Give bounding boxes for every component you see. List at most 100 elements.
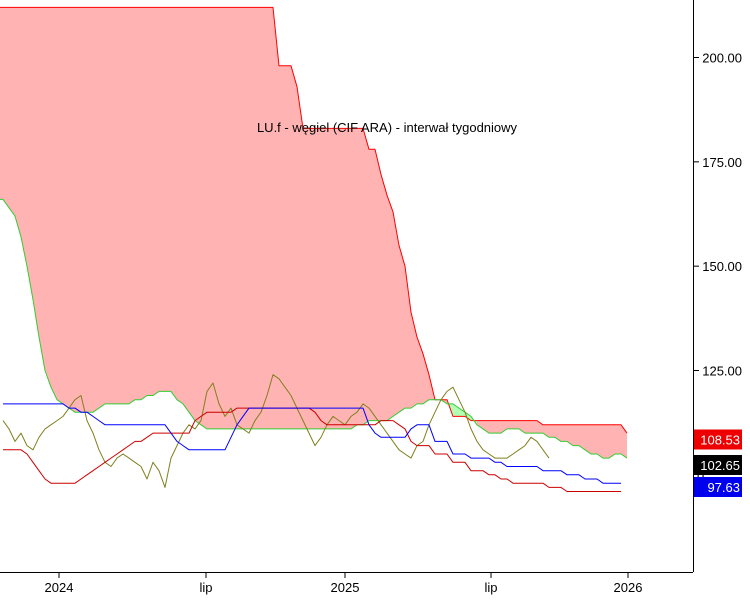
ichimoku-cloud — [0, 7, 627, 459]
cloud-segment — [81, 7, 87, 413]
cloud-segment — [477, 420, 483, 429]
cloud-segment — [621, 424, 627, 459]
cloud-segment — [327, 128, 333, 429]
y-tick-label-partial: 0 — [697, 469, 704, 484]
x-tick-label: lip — [484, 580, 497, 595]
cloud-segment — [219, 7, 225, 429]
cloud-segment — [255, 7, 261, 429]
cloud-segment — [363, 128, 369, 425]
cloud-segment — [207, 7, 213, 429]
cloud-segment — [123, 7, 129, 404]
cloud-segment — [345, 128, 351, 429]
y-tick-label: 200.00 — [702, 51, 742, 66]
value-labels: 108.53 102.65 97.63 — [694, 429, 742, 497]
cloud-segment — [267, 7, 273, 429]
cloud-segment — [375, 149, 381, 421]
cloud-segment — [105, 7, 111, 404]
cloud-segment — [525, 420, 531, 434]
cloud-segment — [609, 424, 615, 459]
cloud-segment — [513, 420, 519, 429]
cloud-segment — [93, 7, 99, 413]
cloud-segment — [291, 65, 297, 429]
cloud-segment — [459, 408, 465, 417]
cloud-segment — [489, 420, 495, 434]
cloud-segment — [357, 128, 363, 425]
cloud-segment — [309, 128, 315, 429]
cloud-segment — [69, 7, 75, 413]
cloud-segment — [615, 424, 621, 454]
y-tick-label: 125.00 — [702, 364, 742, 379]
cloud-segment — [87, 7, 93, 413]
cloud-segment — [585, 424, 591, 454]
cloud-segment — [201, 7, 207, 429]
cloud-segment — [0, 7, 3, 200]
cloud-segment — [153, 7, 159, 396]
cloud-segment — [465, 412, 471, 421]
cloud-segment — [417, 337, 423, 404]
x-tick-label: 2026 — [614, 580, 643, 595]
x-tick-label: 2024 — [45, 580, 74, 595]
cloud-segment — [3, 7, 9, 208]
cloud-segment — [573, 424, 579, 446]
cloud-segment — [279, 65, 285, 429]
cloud-segment — [147, 7, 153, 396]
cloud-segment — [51, 7, 57, 400]
cloud-segment — [243, 7, 249, 429]
senkou-span-b-line — [0, 6, 628, 434]
cloud-segment — [393, 211, 399, 417]
cloud-segment — [411, 312, 417, 409]
cloud-segment — [225, 7, 231, 429]
cloud-segment — [177, 7, 183, 404]
cloud-segment — [597, 424, 603, 459]
cloud-segment — [285, 65, 291, 429]
cloud-segment — [213, 7, 219, 429]
cloud-segment — [135, 7, 141, 400]
cloud-segment — [495, 420, 501, 434]
cloud-segment — [351, 128, 357, 429]
cloud-segment — [111, 7, 117, 404]
cloud-segment — [39, 7, 45, 371]
value-badge-text-kijun: 108.53 — [700, 433, 740, 448]
chikou-span-line — [2, 374, 550, 488]
cloud-segment — [171, 7, 177, 400]
x-tick-label: lip — [199, 580, 212, 595]
cloud-segment — [141, 7, 147, 400]
cloud-segment — [117, 7, 123, 404]
cloud-segment — [273, 7, 279, 429]
cloud-segment — [561, 424, 567, 442]
senkou-span-a-line — [0, 198, 628, 459]
cloud-segment — [195, 7, 201, 425]
kijun-sen-line — [3, 407, 621, 492]
y-tick-label: 175.00 — [702, 155, 742, 170]
cloud-segment — [63, 7, 69, 409]
cloud-segment — [369, 149, 375, 421]
tenkan-sen-line — [3, 403, 621, 484]
cloud-segment — [549, 424, 555, 438]
chart-title: LU.f - węgiel (CIF ARA) - interwał tygod… — [257, 120, 518, 135]
cloud-segment — [75, 7, 81, 413]
y-tick-label: 150.00 — [702, 259, 742, 274]
cloud-segment — [183, 7, 189, 413]
cloud-segment — [231, 7, 237, 429]
cloud-segment — [333, 128, 339, 429]
cloud-segment — [579, 424, 585, 450]
cloud-segment — [261, 7, 267, 429]
value-badge-text-tenkan: 97.63 — [707, 480, 740, 495]
cloud-segment — [189, 7, 195, 421]
value-badge-text-last-close: 102.65 — [700, 458, 740, 473]
cloud-segment — [321, 128, 327, 429]
cloud-segment — [165, 7, 171, 392]
cloud-segment — [45, 7, 51, 388]
value-badge-last-close — [694, 455, 742, 475]
cloud-segment — [27, 7, 33, 300]
cloud-segment — [21, 7, 27, 267]
cloud-segment — [399, 245, 405, 413]
cloud-segment — [603, 424, 609, 459]
cloud-segment — [237, 7, 243, 429]
cloud-segment — [303, 128, 309, 429]
cloud-segment — [381, 174, 387, 421]
cloud-segment — [507, 420, 513, 429]
value-badge-tenkan — [694, 477, 742, 497]
cloud-segment — [129, 7, 135, 404]
